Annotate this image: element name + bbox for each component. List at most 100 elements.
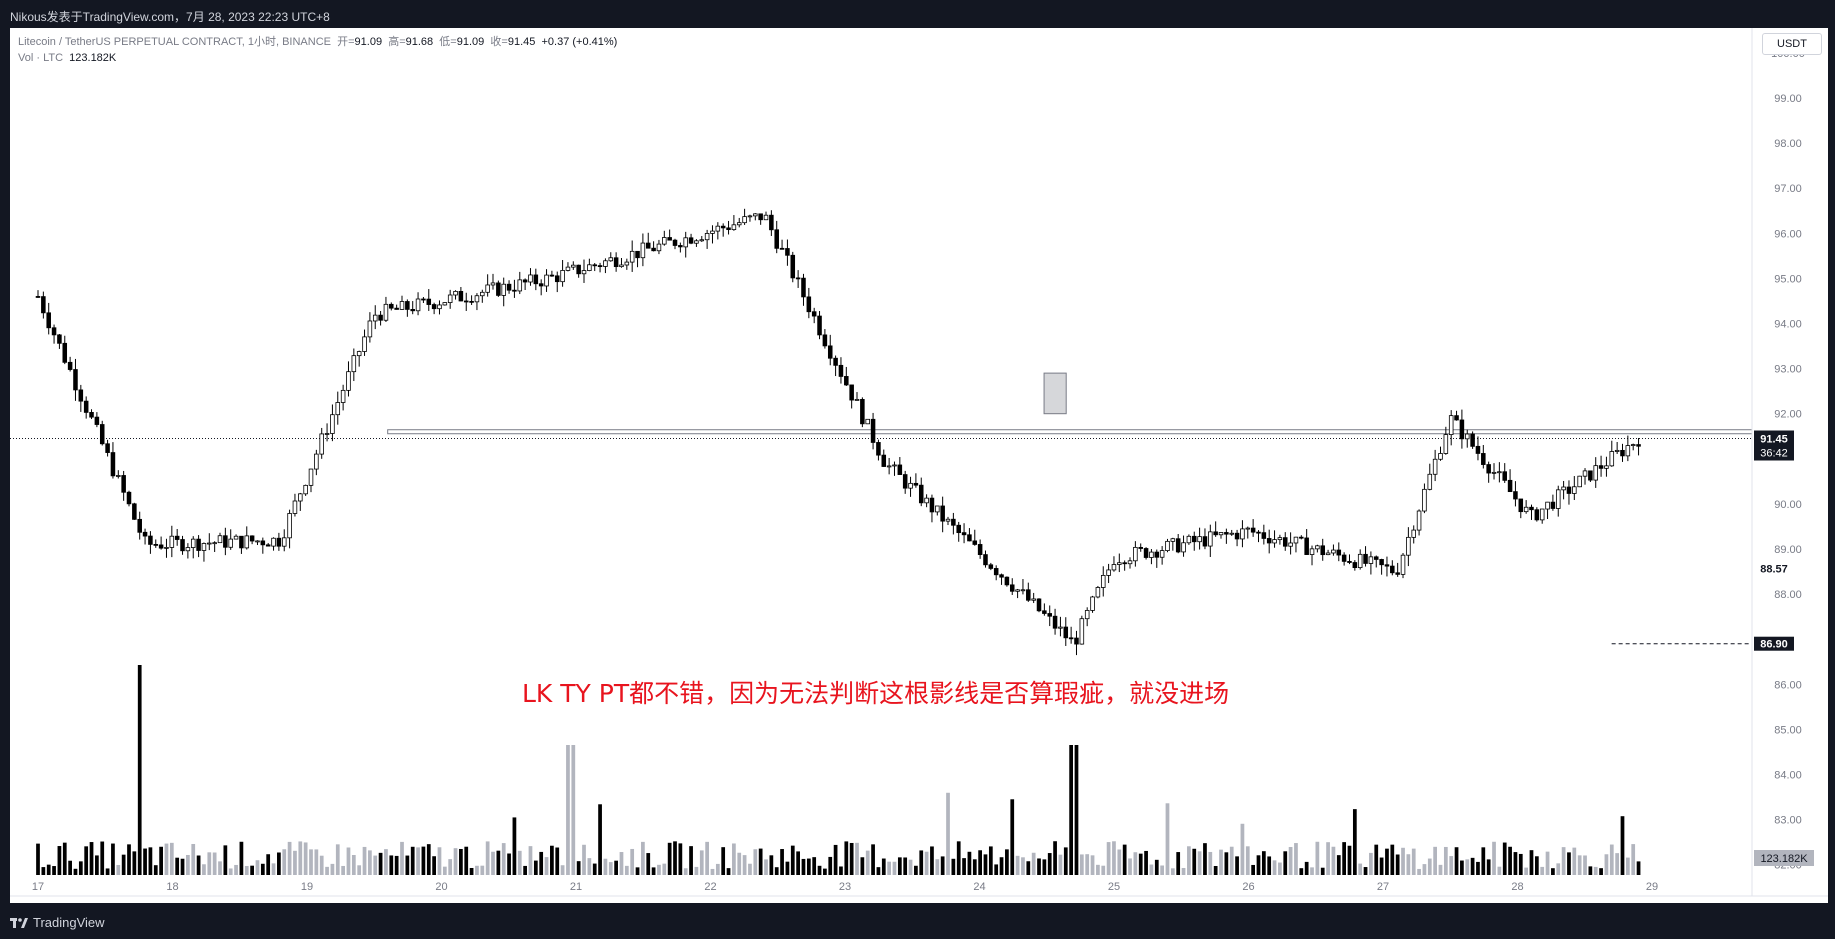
candle[interactable] [372, 314, 378, 322]
candle[interactable] [383, 303, 389, 321]
candle[interactable] [736, 222, 742, 226]
candle[interactable] [1218, 532, 1224, 536]
candle[interactable] [1566, 486, 1572, 494]
highlight-box[interactable] [1043, 372, 1067, 415]
candle[interactable] [276, 537, 282, 547]
candle[interactable] [801, 277, 806, 298]
candle[interactable] [1170, 538, 1176, 542]
candle[interactable] [667, 237, 672, 241]
candle[interactable] [1191, 535, 1197, 543]
candle[interactable] [651, 247, 656, 252]
candle[interactable] [474, 295, 480, 303]
candle[interactable] [1090, 596, 1095, 611]
candle[interactable] [41, 296, 46, 314]
candle[interactable] [223, 535, 228, 548]
candle[interactable] [983, 554, 988, 566]
candle[interactable] [838, 364, 844, 377]
candle[interactable] [1026, 589, 1031, 601]
candle[interactable] [849, 384, 854, 401]
candle[interactable] [1448, 415, 1454, 435]
candle[interactable] [854, 399, 860, 401]
candle[interactable] [298, 493, 303, 502]
candle[interactable] [57, 334, 62, 344]
candle[interactable] [126, 491, 132, 505]
candle[interactable] [827, 345, 833, 359]
candle[interactable] [1390, 565, 1395, 574]
candle[interactable] [1261, 532, 1267, 539]
candle[interactable] [1293, 536, 1299, 544]
candle[interactable] [1186, 535, 1192, 544]
candle[interactable] [1250, 527, 1256, 533]
candle[interactable] [1341, 554, 1347, 562]
candle[interactable] [1154, 551, 1160, 558]
candle[interactable] [1127, 560, 1133, 565]
candle[interactable] [694, 240, 699, 244]
candle[interactable] [1491, 471, 1497, 474]
candle[interactable] [956, 524, 961, 534]
candle[interactable] [1572, 486, 1577, 494]
candle[interactable] [1582, 470, 1588, 477]
candle[interactable] [212, 542, 217, 545]
candle[interactable] [1406, 536, 1411, 556]
candle[interactable] [624, 261, 630, 266]
candle[interactable] [1304, 537, 1309, 555]
candle[interactable] [1630, 444, 1636, 446]
candle[interactable] [806, 296, 812, 313]
candle[interactable] [1272, 539, 1277, 544]
candle[interactable] [1315, 545, 1320, 550]
candle[interactable] [715, 225, 721, 232]
candle[interactable] [918, 484, 924, 504]
candle[interactable] [1068, 637, 1074, 640]
candle[interactable] [603, 260, 608, 267]
candle[interactable] [207, 542, 212, 545]
candle[interactable] [169, 535, 175, 548]
candle[interactable] [988, 564, 994, 569]
candle[interactable] [287, 513, 292, 539]
candle[interactable] [790, 254, 796, 279]
candle[interactable] [442, 302, 448, 306]
candle[interactable] [951, 518, 956, 526]
candle[interactable] [233, 535, 239, 540]
candle[interactable] [1486, 464, 1491, 474]
candle[interactable] [860, 399, 865, 425]
candle[interactable] [1513, 491, 1518, 500]
candle[interactable] [1336, 549, 1342, 556]
candle[interactable] [544, 274, 549, 287]
candle[interactable] [463, 300, 469, 303]
candle[interactable] [1470, 433, 1475, 447]
candle[interactable] [99, 424, 105, 445]
candle[interactable] [1422, 488, 1427, 512]
candle[interactable] [822, 334, 828, 347]
candle[interactable] [785, 248, 790, 256]
candle[interactable] [763, 214, 769, 221]
candle[interactable] [1588, 470, 1593, 481]
candle[interactable] [244, 535, 250, 549]
candle[interactable] [613, 257, 619, 268]
candle[interactable] [121, 475, 126, 493]
candle[interactable] [1352, 562, 1358, 569]
candle[interactable] [844, 376, 849, 386]
candle[interactable] [672, 239, 678, 246]
candle[interactable] [1357, 553, 1363, 569]
price-chart[interactable]: 100.0099.0098.0097.0096.0095.0094.0093.0… [10, 28, 1828, 903]
candle[interactable] [51, 327, 57, 336]
candle[interactable] [1106, 569, 1111, 576]
candle[interactable] [538, 283, 544, 287]
candle[interactable] [688, 237, 694, 244]
candle[interactable] [431, 304, 437, 310]
candle[interactable] [881, 454, 887, 467]
candle[interactable] [196, 538, 201, 551]
candle[interactable] [571, 264, 576, 268]
candle[interactable] [1197, 536, 1202, 543]
candle[interactable] [795, 277, 801, 280]
candle[interactable] [158, 544, 164, 549]
candle[interactable] [480, 291, 485, 297]
candle[interactable] [1058, 626, 1063, 629]
candle[interactable] [1165, 540, 1170, 552]
candle[interactable] [485, 284, 490, 293]
candle[interactable] [426, 298, 432, 305]
candle[interactable] [581, 270, 587, 275]
candle[interactable] [731, 224, 737, 231]
candle[interactable] [1042, 610, 1047, 614]
candle[interactable] [1550, 501, 1556, 509]
